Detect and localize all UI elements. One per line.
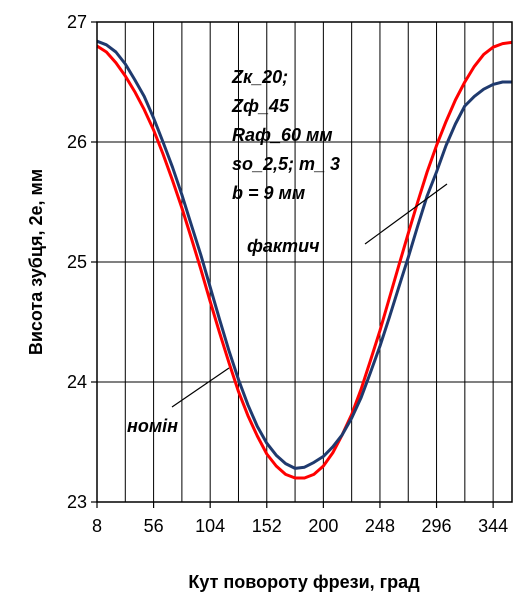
x-tick-label: 200 <box>308 516 338 536</box>
y-tick-label: 25 <box>67 252 87 272</box>
x-tick-label: 56 <box>144 516 164 536</box>
series-line-fakt <box>96 39 512 470</box>
x-tick-label: 344 <box>478 516 508 536</box>
y-tick-label: 27 <box>67 12 87 32</box>
x-axis-title: Кут повороту фрези, град <box>188 572 420 592</box>
y-axis-title: Висота зубця, 2е, мм <box>26 169 46 355</box>
y-tick-label: 24 <box>67 372 87 392</box>
y-tick-labels: 23 24 25 26 27 <box>67 12 87 512</box>
annotation-param-line: Zк_20; <box>231 67 288 87</box>
annotation-param-line: Rаф_60 мм <box>232 125 333 145</box>
x-tick-label: 296 <box>422 516 452 536</box>
annotation-param-line: Zф_45 <box>231 96 290 116</box>
label-nomin: номін <box>127 416 178 436</box>
x-tick-label: 152 <box>252 516 282 536</box>
x-tick-label: 8 <box>92 516 102 536</box>
x-tick-labels: 8 56 104 152 200 248 296 344 <box>92 516 508 536</box>
x-tick-label: 248 <box>365 516 395 536</box>
series-line-nomin <box>96 40 513 480</box>
nomin-leader-line <box>171 367 230 408</box>
grid <box>97 22 512 502</box>
curves <box>96 39 513 480</box>
label-fakt: фактич <box>247 236 320 256</box>
annotation-param-line: b = 9 мм <box>232 183 305 203</box>
x-tick-label: 104 <box>195 516 225 536</box>
fakt-leader-line <box>364 183 448 245</box>
y-tick-label: 23 <box>67 492 87 512</box>
annotation-param-line: so_2,5; m_ 3 <box>232 154 340 174</box>
y-tick-label: 26 <box>67 132 87 152</box>
tick-marks <box>91 21 494 508</box>
annotation-params: Zк_20; Zф_45 Rаф_60 мм so_2,5; m_ 3 b = 9 мм <box>231 67 340 203</box>
